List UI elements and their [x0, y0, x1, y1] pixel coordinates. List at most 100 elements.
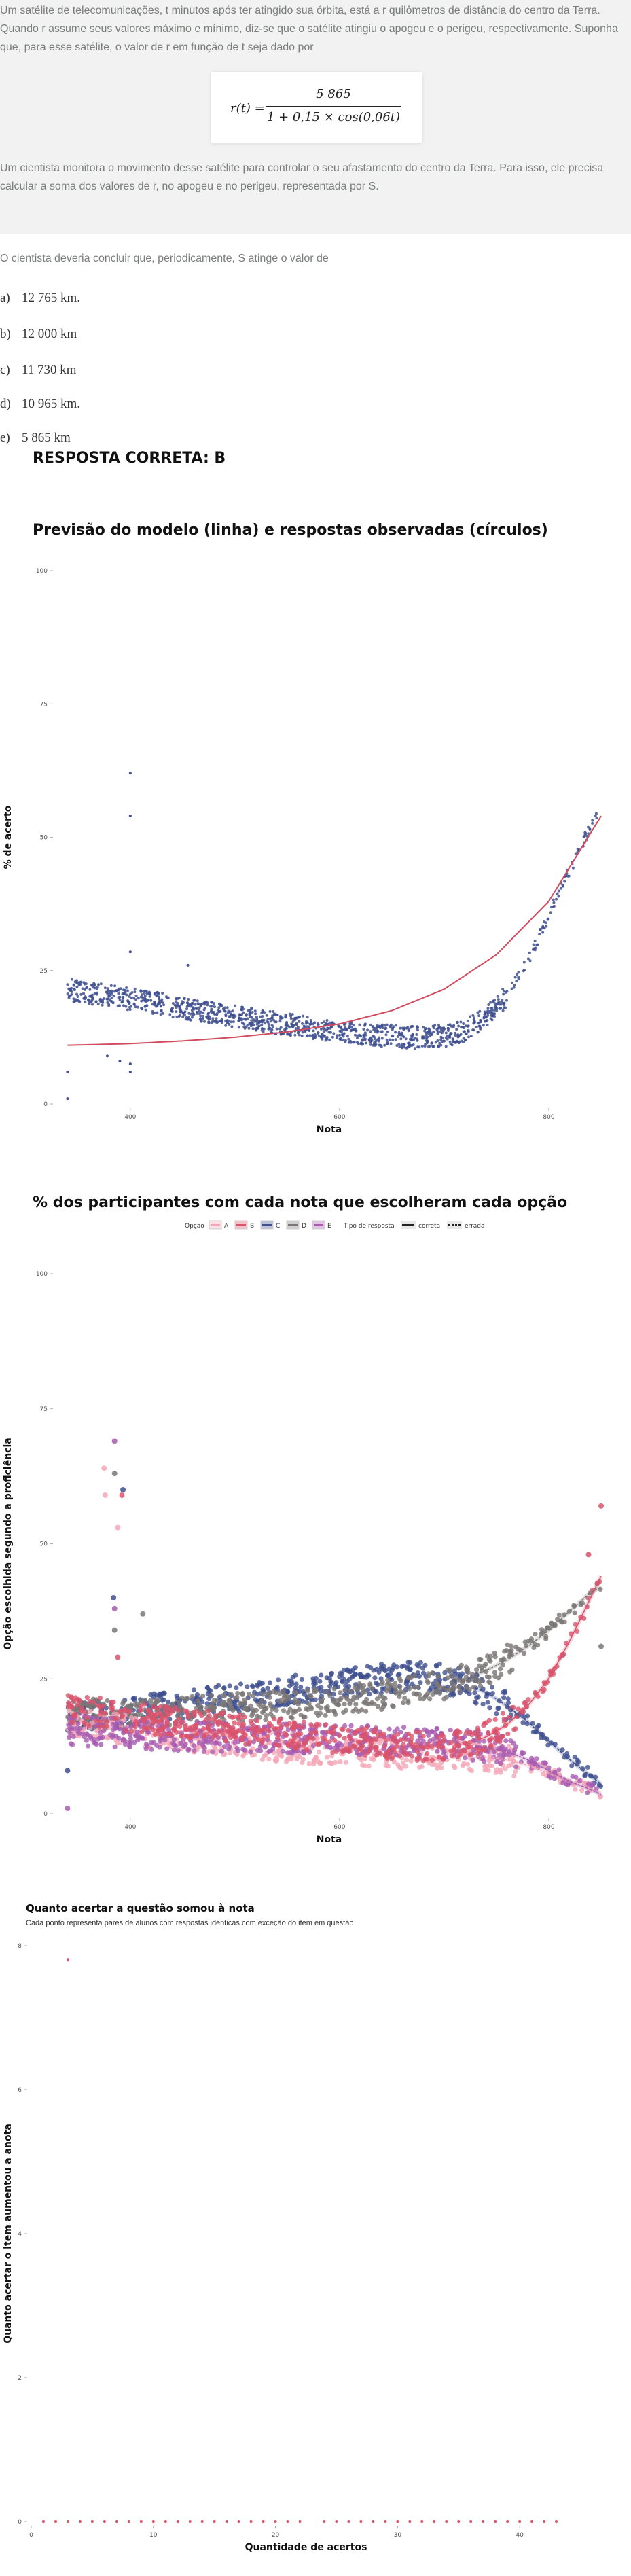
option-b-point [220, 1732, 226, 1737]
observed-point [448, 1040, 452, 1043]
option-c-point [596, 1782, 602, 1788]
option-b-point [112, 1716, 118, 1721]
option-b-point [541, 1687, 547, 1692]
observed-point [75, 992, 78, 996]
option-e-point [240, 1747, 246, 1752]
option-d-point [384, 1688, 390, 1694]
option-a[interactable]: a) 12 765 km. [0, 291, 80, 306]
gain-point [176, 2520, 179, 2523]
observed-point [541, 931, 545, 934]
option-b-point [363, 1753, 368, 1758]
observed-point [381, 1026, 384, 1030]
option-a-point [487, 1763, 492, 1768]
observed-point [477, 1022, 481, 1024]
option-b-point [240, 1730, 246, 1736]
option-e[interactable]: e) 5 865 km [0, 431, 71, 446]
observed-point [503, 1001, 506, 1005]
gain-point [372, 2520, 375, 2523]
option-d-point [379, 1706, 384, 1712]
option-d-point [238, 1700, 243, 1706]
observed-point [109, 984, 113, 987]
observed-point [84, 988, 87, 991]
option-b-point [367, 1747, 372, 1753]
observed-point [139, 989, 143, 992]
option-b-point [481, 1723, 486, 1728]
observed-point [484, 1016, 488, 1019]
observed-point [185, 1005, 189, 1008]
observed-point [268, 1026, 272, 1030]
observed-point [476, 1011, 480, 1014]
chart1-y-tick-label: 0 [43, 1101, 48, 1108]
observed-point [103, 986, 107, 990]
gain-point [262, 2520, 265, 2523]
option-c-point [580, 1766, 585, 1772]
observed-point [338, 1033, 341, 1037]
option-b-point [479, 1747, 485, 1752]
observed-point [159, 1013, 162, 1016]
formula-fraction-bar [266, 106, 401, 107]
observed-point [147, 999, 150, 1002]
option-b-point [170, 1726, 177, 1732]
option-e-point [431, 1736, 436, 1742]
option-b-point [299, 1724, 304, 1730]
observed-point [323, 1035, 326, 1038]
option-b-point [242, 1715, 247, 1720]
observed-point [177, 1015, 181, 1018]
observed-point [403, 1045, 406, 1049]
option-a-point [451, 1763, 456, 1768]
option-b-point [463, 1730, 469, 1736]
option-a-outlier-point [115, 1524, 121, 1531]
option-b[interactable]: b) 12 000 km [0, 327, 77, 342]
observed-point [494, 1004, 497, 1007]
gain-point [213, 2520, 216, 2523]
observed-point [555, 897, 558, 901]
option-b-point [183, 1723, 188, 1729]
option-b-point [437, 1740, 442, 1746]
option-d-point [526, 1639, 531, 1644]
option-d-point [476, 1679, 482, 1685]
option-d-point [397, 1694, 402, 1699]
observed-point [379, 1030, 382, 1033]
observed-point [462, 1022, 465, 1025]
observed-point [348, 1022, 352, 1025]
observed-point [477, 1014, 481, 1018]
observed-point [369, 1040, 373, 1043]
option-c-point [302, 1692, 307, 1697]
option-b-point [273, 1742, 278, 1747]
option-e-point [146, 1730, 151, 1735]
option-d-point [389, 1683, 395, 1688]
option-d-point [351, 1694, 357, 1700]
observed-point [410, 1039, 414, 1042]
observed-point [168, 1013, 172, 1016]
observed-point [213, 1012, 216, 1016]
option-e-point [257, 1748, 264, 1753]
legend-label-d: D [302, 1223, 306, 1230]
option-d-point [434, 1680, 439, 1686]
observed-point [207, 1020, 211, 1024]
observed-point [503, 990, 506, 992]
observed-point [175, 1000, 178, 1003]
legend-title-type: Tipo de resposta [343, 1223, 395, 1230]
option-e-point [133, 1733, 139, 1738]
option-d-point [417, 1692, 422, 1697]
option-b-point [287, 1721, 292, 1726]
observed-point [246, 1017, 249, 1020]
gain-point [54, 2520, 57, 2523]
observed-point [84, 995, 87, 999]
observed-point [96, 987, 99, 990]
option-c-outlier-point [111, 1595, 117, 1600]
chart2-y-tick-label: 50 [40, 1541, 48, 1548]
option-d-point [331, 1698, 337, 1703]
observed-point [134, 998, 138, 1001]
observed-point [313, 1033, 317, 1036]
observed-point [552, 904, 556, 908]
option-c-point [312, 1681, 318, 1686]
option-c[interactable]: c) 11 730 km [0, 363, 77, 378]
option-a-point [300, 1760, 305, 1766]
observed-point [156, 1011, 159, 1014]
option-b-point [226, 1725, 232, 1730]
option-d[interactable]: d) 10 965 km. [0, 397, 80, 412]
formula-lhs: r(t) = [230, 101, 265, 115]
observed-point [528, 951, 531, 954]
observed-point [449, 1043, 452, 1046]
